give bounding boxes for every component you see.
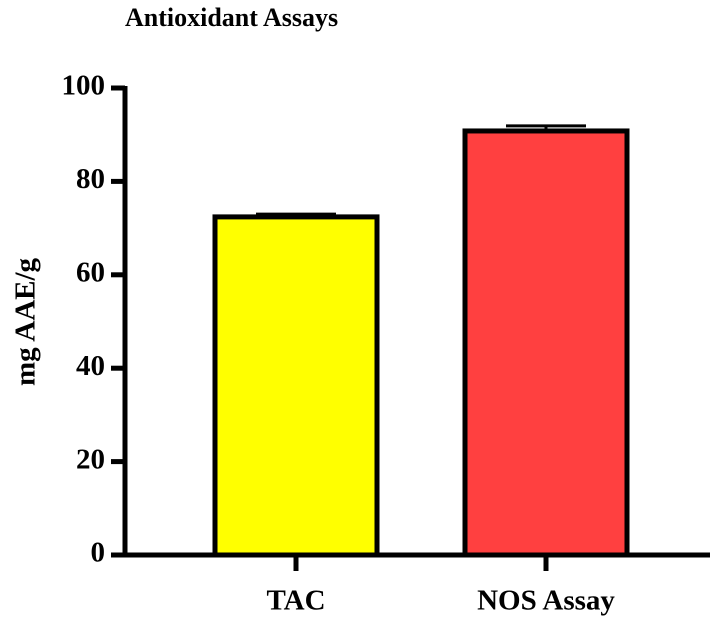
bar xyxy=(212,214,380,558)
x-tick-label: NOS Assay xyxy=(477,585,615,617)
bar xyxy=(462,128,630,558)
y-tick-label: 60 xyxy=(76,256,105,288)
y-tick-label: 40 xyxy=(76,350,105,382)
y-tick-label: 0 xyxy=(91,537,106,569)
y-tick-label: 80 xyxy=(76,163,105,195)
chart-title: Antioxidant Assays xyxy=(125,3,338,32)
y-tick-label: 20 xyxy=(76,443,105,475)
y-tick-label: 100 xyxy=(62,70,106,102)
x-tick-label: TAC xyxy=(266,585,325,617)
y-axis-label: mg AAE/g xyxy=(10,257,42,386)
